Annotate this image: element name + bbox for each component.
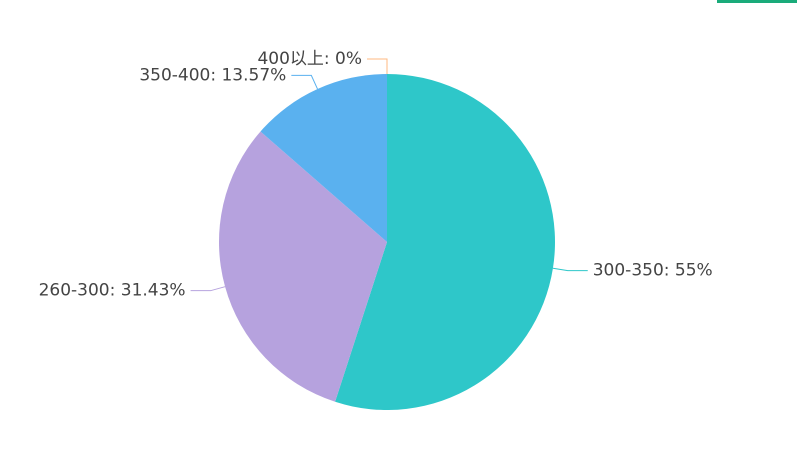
top-accent — [717, 0, 797, 3]
pie-slice — [219, 131, 387, 402]
label-line — [552, 267, 588, 272]
pie-slice — [260, 74, 387, 242]
slice-label: 260-300: 31.43% — [39, 281, 186, 301]
slice-label: 300-350: 55% — [593, 261, 713, 281]
pie-slice — [335, 74, 556, 411]
label-line — [367, 58, 388, 74]
label-line — [291, 74, 318, 90]
slice-label: 350-400: 13.57% — [139, 65, 286, 85]
slice-label: 400以上: 0% — [257, 49, 362, 69]
label-line — [190, 286, 226, 292]
